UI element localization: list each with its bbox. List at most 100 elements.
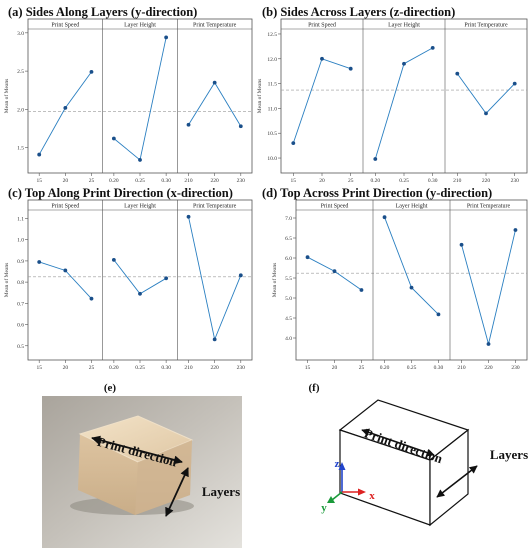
- photo-layers-arrow: [165, 467, 189, 517]
- x-tick-label: 25: [348, 178, 354, 184]
- data-point: [138, 291, 142, 296]
- data-point: [89, 69, 94, 74]
- facet-label: Print Temperature: [464, 23, 508, 29]
- x-tick-label: 0.30: [428, 178, 438, 184]
- series-line: [38, 71, 92, 155]
- facet-label: Layer Height: [396, 204, 428, 210]
- y-tick-label: 11.5: [268, 82, 278, 88]
- x-tick-label: 0.20: [109, 365, 119, 371]
- x-tick-label: 210: [184, 178, 193, 184]
- series-line: [384, 217, 439, 315]
- y-tick-label: 1.0: [17, 238, 24, 244]
- data-point: [63, 268, 68, 273]
- y-tick-label: 4.0: [285, 336, 292, 342]
- data-point: [186, 122, 191, 127]
- x-tick-label: 25: [89, 365, 95, 371]
- chart-title: (b) Sides Across Layers (z-direction): [262, 5, 455, 19]
- x-tick-label: 210: [184, 365, 193, 371]
- y-axis-label: Mean of Means: [3, 263, 10, 298]
- data-point: [238, 273, 243, 278]
- y-tick-label: 0.9: [17, 259, 24, 265]
- y-tick-label: 5.5: [285, 276, 292, 282]
- data-point: [291, 141, 296, 146]
- data-point: [238, 124, 243, 129]
- data-point: [320, 56, 324, 61]
- chart-panel-d: (d) Top Across Print Direction (y-direct…: [262, 186, 528, 371]
- x-tick-label: 0.20: [109, 178, 119, 184]
- data-point: [164, 276, 169, 281]
- data-point: [138, 158, 142, 162]
- data-point: [486, 342, 491, 346]
- chart-title: (a) Sides Along Layers (y-direction): [8, 5, 197, 19]
- y-axis-label: Mean of Means: [3, 79, 10, 114]
- data-point: [512, 81, 517, 86]
- y-tick-label: 1.1: [17, 216, 24, 222]
- x-tick-label: 0.25: [135, 365, 145, 371]
- z-axis-head: [338, 462, 346, 470]
- panel-label-e: (e): [104, 382, 117, 394]
- facet-label: Print Speed: [51, 23, 79, 29]
- data-point: [111, 257, 116, 262]
- data-point: [373, 157, 378, 161]
- y-tick-label: 6.0: [285, 256, 292, 262]
- y-tick-label: 0.8: [17, 280, 24, 286]
- x-tick-label: 0.30: [161, 178, 171, 184]
- charts-group: (a) Sides Along Layers (y-direction) 1.5 2…: [3, 5, 528, 371]
- data-point: [186, 214, 191, 219]
- x-tick-label: 210: [457, 365, 466, 371]
- x-tick-label: 0.25: [135, 178, 145, 184]
- y-tick-label: 3.0: [17, 31, 24, 37]
- facet-label: Print Speed: [321, 204, 349, 210]
- facet-label: Print Temperature: [193, 204, 237, 210]
- data-point: [164, 35, 169, 40]
- y-tick-label: 12.0: [267, 57, 277, 63]
- x-tick-label: 0.20: [380, 365, 390, 371]
- y-axis-label: Mean of Means: [271, 263, 278, 298]
- x-tick-label: 20: [332, 365, 338, 371]
- x-tick-label: 0.30: [161, 365, 171, 371]
- plot-frame: [27, 199, 253, 361]
- x-tick-label: 210: [453, 178, 462, 184]
- y-axis-arrow: [331, 491, 343, 501]
- chart-panel-b: (b) Sides Across Layers (z-direction) 10.…: [256, 5, 528, 184]
- data-point: [409, 285, 414, 290]
- chart-panel-a: (a) Sides Along Layers (y-direction) 1.5 2…: [3, 5, 253, 184]
- y-tick-label: 12.5: [267, 32, 277, 38]
- x-tick-label: 0.25: [407, 365, 417, 371]
- y-tick-label: 10.5: [267, 131, 277, 137]
- x-tick-label: 20: [63, 365, 69, 371]
- x-tick-label: 25: [359, 365, 365, 371]
- x-tick-label: 15: [305, 365, 311, 371]
- photo-panel: (e) Print direction Layers: [42, 382, 242, 548]
- y-tick-label: 11.0: [268, 106, 278, 112]
- y-axis-letter: y: [321, 502, 327, 514]
- y-tick-label: 0.7: [17, 301, 24, 307]
- y-tick-label: 10.0: [267, 156, 277, 162]
- y-tick-label: 5.0: [285, 296, 292, 302]
- data-point: [332, 269, 337, 274]
- series-line: [39, 261, 92, 299]
- facet-label: Print Temperature: [467, 204, 511, 210]
- y-axis-head: [327, 496, 335, 503]
- x-tick-label: 0.30: [434, 365, 444, 371]
- data-point: [348, 66, 353, 71]
- y-tick-label: 0.5: [17, 344, 24, 350]
- data-point: [89, 296, 94, 301]
- x-tick-label: 230: [237, 365, 246, 371]
- x-axis-head: [358, 488, 366, 496]
- y-tick-label: 6.5: [285, 236, 292, 242]
- x-tick-label: 20: [63, 178, 69, 184]
- y-tick-label: 2.0: [17, 107, 24, 113]
- data-point: [513, 228, 518, 232]
- x-tick-label: 220: [211, 178, 220, 184]
- data-point: [212, 337, 217, 342]
- facet-label: Layer Height: [124, 23, 156, 29]
- diagram-layers-label: Layers: [490, 447, 528, 462]
- chart-title: (c) Top Along Print Direction (x-directi…: [8, 186, 233, 200]
- z-axis-letter: z: [335, 458, 340, 470]
- panel-label-f: (f): [309, 382, 320, 394]
- data-point: [436, 312, 441, 317]
- x-tick-label: 15: [291, 178, 297, 184]
- series-line: [307, 256, 362, 291]
- chart-title: (d) Top Across Print Direction (y-direct…: [262, 186, 492, 200]
